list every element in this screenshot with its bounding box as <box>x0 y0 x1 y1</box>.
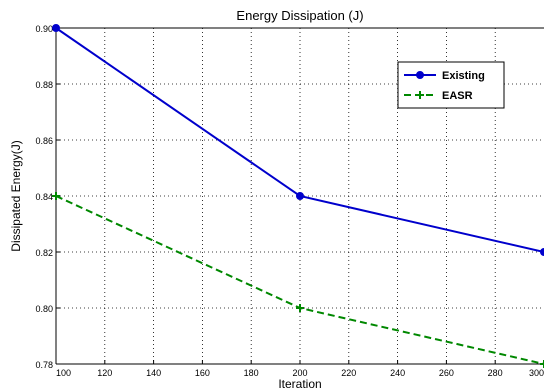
y-tick-label: 0.90 <box>35 24 53 34</box>
legend-marker-existing <box>416 71 424 79</box>
series-group <box>52 24 544 368</box>
x-tick-label: 120 <box>97 368 112 378</box>
x-tick-label: 140 <box>146 368 161 378</box>
y-tick-label: 0.86 <box>35 136 53 146</box>
x-axis-ticks: 100 120 140 160 180 200 220 240 260 280 300 <box>55 360 544 378</box>
data-point-existing <box>52 24 60 32</box>
legend-marker-easr <box>416 91 424 99</box>
x-tick-label: 240 <box>390 368 405 378</box>
x-tick-label: 280 <box>488 368 503 378</box>
x-tick-label: 100 <box>56 368 71 378</box>
y-tick-label: 0.78 <box>35 360 53 370</box>
legend: Existing EASR <box>397 61 505 109</box>
y-axis-label: Dissipated Energy(J) <box>9 140 23 251</box>
y-tick-label: 0.82 <box>35 248 53 258</box>
y-axis-ticks: 0.78 0.80 0.82 0.84 0.86 0.88 0.90 <box>35 24 60 370</box>
data-point-existing <box>296 192 304 200</box>
x-tick-label: 180 <box>244 368 259 378</box>
data-point-existing <box>540 248 544 256</box>
legend-label-easr: EASR <box>442 90 473 102</box>
y-tick-label: 0.80 <box>35 304 53 314</box>
x-tick-label: 160 <box>195 368 210 378</box>
chart-title: Energy Dissipation (J) <box>236 8 363 23</box>
y-tick-label: 0.88 <box>35 80 53 90</box>
x-tick-label: 300 <box>529 368 544 378</box>
x-tick-label: 260 <box>439 368 454 378</box>
legend-box <box>397 61 505 109</box>
data-point-easr <box>296 304 304 312</box>
x-tick-label: 220 <box>341 368 356 378</box>
y-tick-label: 0.84 <box>35 192 53 202</box>
data-point-easr <box>52 192 60 200</box>
x-tick-label: 200 <box>292 368 307 378</box>
legend-label-existing: Existing <box>442 70 485 82</box>
x-axis-label: Iteration <box>278 377 321 391</box>
data-point-easr <box>540 360 544 368</box>
